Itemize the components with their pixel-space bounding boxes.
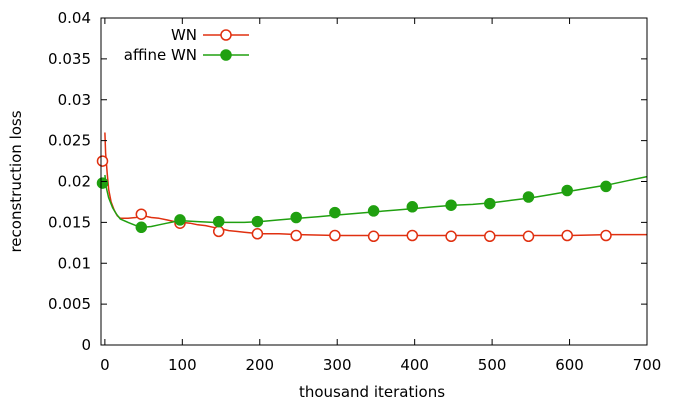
legend-label-wn: WN [171, 26, 197, 44]
data-point-wn [135, 208, 148, 220]
data-point-wn [406, 229, 419, 242]
y-tick-label: 0 [81, 336, 91, 354]
data-point-affine-wn [367, 205, 380, 217]
data-point-affine-wn [406, 201, 419, 213]
data-point-affine-wn [329, 206, 341, 219]
data-point-wn [484, 230, 496, 243]
data-point-wn [251, 228, 264, 240]
y-tick-label: 0.03 [58, 91, 91, 109]
data-point-wn [290, 229, 302, 242]
data-point-wn [561, 229, 573, 242]
data-point-wn [367, 230, 380, 243]
y-tick-label: 0.015 [48, 213, 91, 231]
legend-marker-wn [220, 29, 232, 41]
x-tick-label: 100 [168, 356, 197, 374]
legend-marker-affine-wn [220, 49, 232, 61]
data-point-wn [600, 229, 612, 242]
data-point-wn [96, 155, 109, 167]
y-axis-ticks: 0 0.005 0.01 0.015 0.02 0.025 0.03 0.035 0.04 [48, 9, 647, 354]
data-point-affine-wn [212, 215, 225, 228]
data-point-affine-wn [251, 215, 264, 228]
x-tick-label: 300 [323, 356, 352, 374]
data-point-affine-wn [600, 180, 612, 193]
legend: WN affine WN [124, 26, 249, 64]
x-axis-ticks: 0 100 200 300 400 500 600 700 [100, 18, 661, 374]
data-point-wn [212, 225, 225, 238]
data-point-affine-wn [445, 199, 457, 211]
data-point-wn [522, 230, 535, 243]
data-point-affine-wn [522, 191, 535, 203]
x-tick-label: 700 [633, 356, 662, 374]
y-tick-label: 0.01 [58, 254, 91, 272]
y-tick-label: 0.04 [58, 9, 91, 27]
x-tick-label: 500 [478, 356, 507, 374]
y-tick-label: 0.025 [48, 132, 91, 150]
x-tick-label: 600 [555, 356, 584, 374]
y-tick-label: 0.02 [58, 173, 91, 191]
data-point-affine-wn [290, 211, 302, 224]
x-tick-label: 200 [245, 356, 274, 374]
data-point-wn [329, 229, 341, 242]
y-tick-label: 0.005 [48, 295, 91, 313]
x-axis-title: thousand iterations [299, 383, 445, 401]
y-axis-title: reconstruction loss [7, 110, 25, 252]
data-point-affine-wn [96, 177, 109, 189]
x-tick-label: 400 [400, 356, 429, 374]
data-point-affine-wn [135, 221, 148, 234]
data-point-affine-wn [174, 214, 186, 226]
legend-label-affine-wn: affine WN [124, 46, 197, 64]
y-tick-label: 0.035 [48, 50, 91, 68]
x-tick-label: 0 [100, 356, 110, 374]
data-point-affine-wn [484, 197, 496, 210]
data-point-affine-wn [561, 184, 573, 197]
data-point-wn [445, 230, 457, 243]
series-markers [96, 155, 612, 243]
